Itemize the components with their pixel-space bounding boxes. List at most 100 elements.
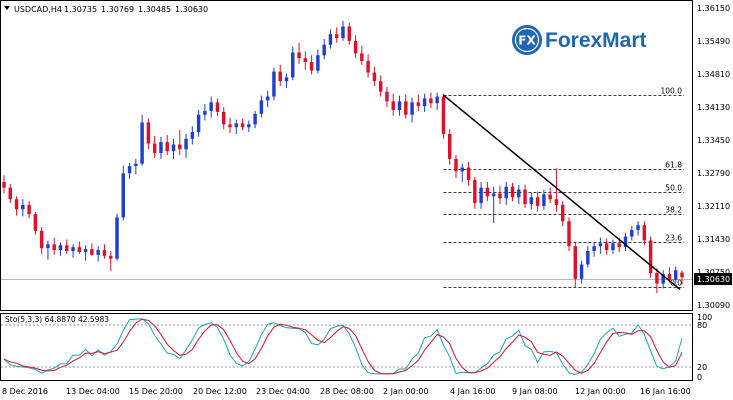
time-tick: 23 Dec 04:00: [256, 387, 310, 396]
time-tick: 16 Jan 16:00: [640, 387, 691, 396]
candle-body: [322, 44, 326, 56]
candle-body: [542, 194, 546, 206]
candle-body: [397, 101, 402, 110]
candle: [83, 245, 88, 261]
candle: [410, 97, 414, 123]
caret-down-icon[interactable]: [4, 6, 10, 10]
price-tick: 1.32790: [697, 169, 730, 178]
price-panel-frame: [0, 0, 693, 311]
candle: [240, 118, 245, 131]
trendline[interactable]: [442, 94, 681, 291]
candle: [504, 181, 508, 205]
candle: [360, 45, 364, 65]
time-tick: 2 Jan 00:00: [383, 387, 429, 396]
candle: [598, 237, 603, 254]
candle-body: [46, 244, 50, 249]
candle: [441, 93, 446, 139]
candle: [96, 246, 100, 262]
candle-body: [14, 199, 19, 210]
candle: [592, 242, 596, 257]
price-tick: 1.34130: [697, 103, 730, 112]
candle-body: [517, 189, 521, 198]
candle-body: [58, 245, 63, 251]
candle: [485, 181, 490, 202]
candle-body: [303, 58, 308, 63]
candle: [560, 201, 565, 227]
price-tick: 1.31430: [697, 235, 730, 244]
candle: [655, 268, 659, 294]
candle-body: [642, 225, 647, 241]
candle-body: [265, 96, 270, 101]
candle-body: [121, 173, 126, 218]
candle: [604, 238, 609, 255]
candle: [102, 244, 107, 259]
candle-body: [134, 163, 138, 167]
candle-body: [385, 91, 389, 102]
time-tick: 8 Dec 2016: [2, 387, 48, 396]
candle-body: [429, 98, 433, 104]
candle: [178, 130, 182, 156]
candle-body: [65, 245, 69, 251]
candle: [265, 90, 270, 108]
candle-body: [83, 249, 88, 252]
candle-body: [347, 26, 352, 41]
candle-body: [240, 123, 245, 128]
candle: [611, 239, 615, 254]
candle: [479, 181, 483, 209]
stoch-tick: 20: [697, 363, 707, 372]
candle-body: [460, 167, 465, 172]
time-tick: 4 Jan 16:00: [450, 387, 496, 396]
candle: [108, 250, 113, 272]
candle: [140, 114, 144, 166]
candle: [429, 92, 433, 109]
candle: [347, 22, 352, 45]
candle-body: [523, 189, 527, 204]
price-tick: 1.35490: [697, 37, 730, 46]
candle: [52, 238, 56, 255]
candle-body: [253, 113, 257, 125]
candle: [284, 73, 289, 88]
candle-body: [391, 101, 395, 110]
candle-body: [115, 217, 119, 259]
price-tick: 1.32110: [697, 202, 730, 211]
candle: [648, 236, 653, 278]
candle: [397, 95, 402, 116]
symbol-label: USDCAD,H4: [14, 5, 62, 14]
candle-body: [328, 34, 333, 45]
logo-badge: [512, 25, 542, 55]
candle-body: [171, 144, 176, 152]
candle: [2, 175, 6, 194]
candle: [159, 136, 163, 159]
candle-body: [598, 243, 603, 247]
candle-body: [673, 270, 678, 280]
chart-header: USDCAD,H4 1.30735 1.30769 1.30485 1.3063…: [4, 5, 208, 14]
candle-body: [196, 114, 201, 133]
candle: [435, 92, 439, 110]
candle: [498, 185, 502, 204]
candle-body: [203, 110, 207, 115]
candle-body: [71, 247, 75, 251]
candle: [623, 232, 628, 251]
current-price-tag: [694, 273, 732, 285]
candle-body: [573, 246, 578, 279]
candle-body: [611, 243, 615, 251]
candle: [134, 158, 138, 175]
candle: [460, 163, 465, 182]
candle: [77, 241, 82, 254]
candle: [90, 243, 94, 256]
candle-body: [422, 98, 427, 107]
candle: [65, 239, 69, 254]
candle: [46, 240, 50, 260]
time-tick: 13 Dec 04:00: [66, 387, 120, 396]
candle-body: [259, 100, 264, 114]
candle: [673, 266, 678, 284]
candle-body: [33, 214, 38, 231]
candle-body: [617, 243, 621, 248]
candle: [554, 168, 559, 212]
fib-level-label: 61.8: [665, 161, 682, 170]
candle: [473, 177, 477, 209]
candle: [121, 165, 126, 221]
candle-body: [39, 230, 44, 249]
candle: [203, 104, 207, 121]
